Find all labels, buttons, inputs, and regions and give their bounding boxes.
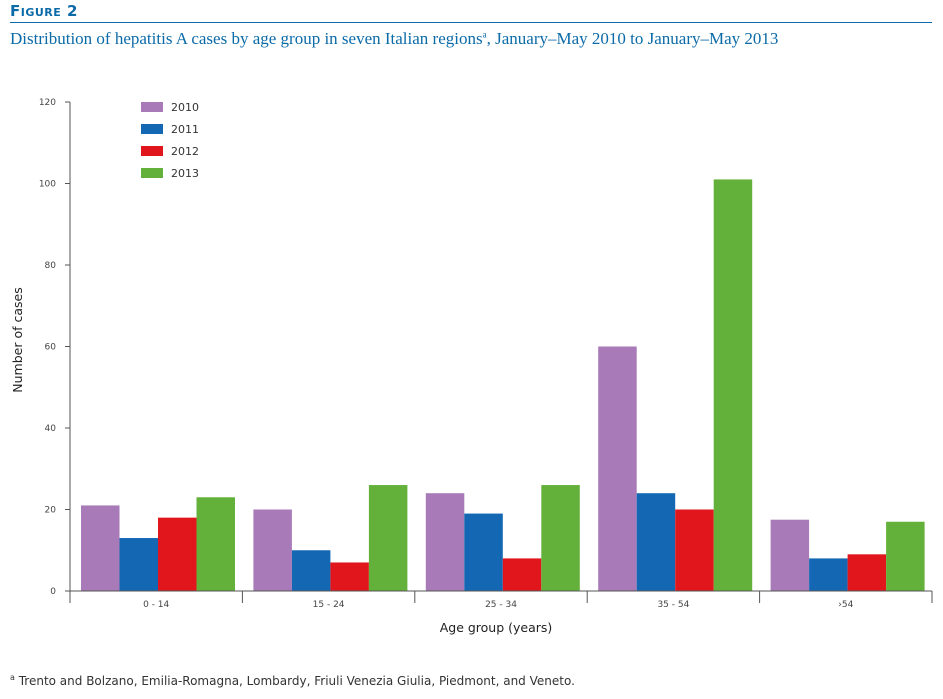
- y-tick-label-40: 40: [45, 424, 57, 434]
- x-tick-label-1: 15 - 24: [313, 600, 345, 610]
- bar-2010-0: [81, 505, 120, 591]
- legend-swatch-2013: [141, 168, 163, 178]
- legend-swatch-2012: [141, 146, 163, 156]
- legend-label-2011: 2011: [171, 123, 199, 136]
- bar-2012-1: [330, 562, 369, 591]
- bar-2012-0: [158, 517, 197, 591]
- y-tick-label-20: 20: [45, 506, 57, 516]
- legend-swatch-2010: [141, 102, 163, 112]
- bar-2011-1: [291, 550, 331, 591]
- bar-2010-4: [770, 519, 810, 591]
- bar-2012-4: [847, 554, 887, 591]
- footnote: a Trento and Bolzano, Emilia-Romagna, Lo…: [10, 673, 575, 688]
- figure-label: Figure 2: [10, 2, 78, 20]
- legend-swatch-2011: [141, 124, 163, 134]
- footnote-text: Trento and Bolzano, Emilia-Romagna, Lomb…: [14, 674, 575, 688]
- title-divider: [10, 22, 932, 23]
- x-tick-label-3: 35 - 54: [657, 600, 689, 610]
- legend-label-2013: 2013: [171, 167, 199, 180]
- y-tick-label-0: 0: [50, 587, 56, 597]
- y-tick-label-100: 100: [39, 180, 56, 190]
- bar-2011-3: [636, 493, 676, 591]
- chart-title-main: Distribution of hepatitis A cases by age…: [10, 29, 483, 48]
- y-tick-label-60: 60: [45, 343, 57, 353]
- chart-title: Distribution of hepatitis A cases by age…: [10, 29, 778, 49]
- y-tick-label-80: 80: [45, 261, 57, 271]
- y-axis-title: Number of cases: [10, 287, 25, 392]
- x-tick-label-2: 25 - 34: [485, 600, 517, 610]
- bars-group: [81, 179, 925, 592]
- bar-2011-4: [809, 558, 848, 591]
- x-tick-label-0: 0 - 14: [143, 600, 169, 610]
- bar-2011-2: [464, 513, 503, 591]
- bar-2010-3: [598, 346, 637, 591]
- bar-2010-2: [425, 493, 465, 591]
- bar-2012-2: [502, 558, 542, 591]
- bar-2013-0: [196, 497, 235, 591]
- bar-2010-1: [253, 509, 292, 591]
- bar-2011-0: [119, 538, 158, 591]
- legend-label-2010: 2010: [171, 101, 199, 114]
- x-tick-label-4: ›54: [838, 600, 853, 610]
- bar-2013-1: [368, 485, 408, 591]
- axes-group: 0 20 40 60 80 100 120 0 - 14 15 - 24 25 - 34 35 - …: [39, 98, 933, 610]
- legend: 2010 2011 2012 2013: [141, 101, 199, 180]
- x-axis-title: Age group (years): [440, 620, 553, 635]
- chart-title-footnote-marker: a: [482, 29, 487, 40]
- legend-label-2012: 2012: [171, 145, 199, 158]
- footnote-marker: a: [10, 673, 15, 682]
- bar-2013-3: [713, 179, 753, 592]
- bar-2012-3: [675, 509, 714, 591]
- chart-title-tail: , January–May 2010 to January–May 2013: [486, 29, 779, 48]
- bar-2013-4: [886, 521, 925, 591]
- y-tick-label-120: 120: [39, 98, 56, 108]
- bar-2013-2: [541, 485, 580, 591]
